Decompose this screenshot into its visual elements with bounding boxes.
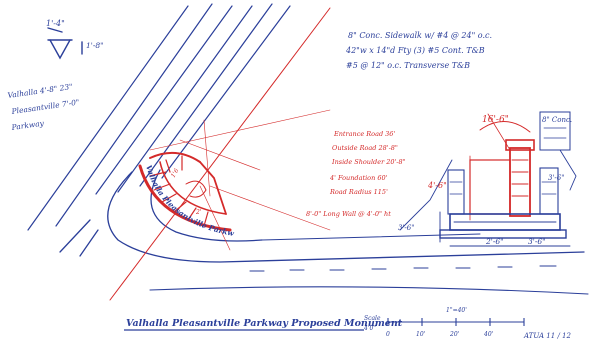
road-edge-low — [59, 219, 91, 253]
wall-inner-curve — [185, 180, 207, 198]
north-arrow — [47, 27, 83, 60]
wall-arc-top — [149, 151, 201, 163]
conc-tag-box — [539, 111, 571, 151]
dim-16: 16'-6" — [482, 115, 509, 125]
wall-rib-2 — [153, 183, 171, 191]
entrance-road — [59, 169, 589, 295]
detail-wall-left — [469, 159, 511, 215]
wall-rib-1 — [149, 171, 167, 177]
date-note: ATUA 11 / 12 — [523, 332, 571, 340]
wall-arc-outer — [138, 164, 232, 232]
parkway-line-3 — [95, 5, 233, 195]
parkway-line-5 — [139, 3, 273, 187]
road-curve-inner — [150, 169, 263, 242]
north-arrow-v — [49, 39, 71, 60]
leader-left — [399, 159, 453, 231]
left-note-line3: Parkway — [10, 118, 45, 132]
parkway-line-4 — [117, 5, 253, 193]
wall-rib-4 — [173, 201, 187, 213]
bottom-title: Valhalla Pleasantville Parkway Proposed … — [126, 318, 403, 329]
red-note-line1: Entrance Road 36' — [333, 130, 395, 138]
dim-3-left: 3'-6" — [398, 224, 414, 232]
scale-label-2: 1"=40' — [446, 307, 467, 314]
road-upper-line — [261, 233, 481, 241]
detail-top-arc — [479, 121, 531, 133]
dim-right: 3'-6" — [548, 174, 564, 182]
red-note-line5: Road Radius 115' — [329, 188, 388, 196]
footing-detail — [399, 111, 577, 247]
scale-label-0: Scale — [364, 315, 381, 322]
footing-column-l — [447, 169, 465, 215]
scale-label-5: 20' — [449, 331, 460, 338]
scale-label-1: 4'0" — [363, 325, 376, 332]
north-arrow-top-label: 1'-4" — [46, 19, 65, 28]
top-note-line1: 8" Conc. Sidewalk w/ #4 @ 24" o.c. — [348, 31, 492, 40]
dim-bottom-b: 3'-6" — [528, 237, 546, 246]
north-arrow-pointer — [47, 27, 63, 33]
parkway-line-1 — [27, 5, 189, 231]
scale-label-4: 10' — [416, 331, 426, 338]
red-thin-4 — [203, 119, 211, 197]
scale-label-3: 0 — [386, 331, 390, 338]
red-note-line4: 4' Foundation 60' — [329, 174, 388, 182]
red-diagonal-main — [109, 7, 331, 301]
wall-rib-7 — [165, 159, 171, 173]
monument-detail — [469, 113, 535, 221]
monument-wall — [138, 151, 232, 232]
conc-tag: 8" Conc. — [542, 116, 572, 124]
red-thin-5 — [179, 139, 261, 171]
wall-rib-3 — [161, 193, 177, 203]
parkway-lines — [27, 3, 291, 231]
red-thin-1 — [149, 109, 331, 151]
wall-rib-5 — [187, 207, 197, 221]
top-note-line2: 42"w x 14"d Fty (3) #5 Cont. T&B — [345, 46, 485, 55]
red-reference-lines — [109, 7, 331, 301]
wall-rib-6 — [203, 211, 209, 227]
leader-right — [559, 149, 577, 191]
north-arrow-right-label: 1'-8" — [86, 41, 104, 50]
dim-4: 4'-6" — [427, 181, 447, 190]
wall-dim-left: 1'6 — [170, 167, 181, 179]
detail-column-cap — [505, 139, 535, 151]
red-note-line3: Inside Shoulder 20'-8" — [331, 158, 406, 166]
red-thin-3 — [199, 185, 231, 251]
parkway-line-6 — [161, 5, 291, 179]
wall-end-right — [199, 161, 227, 215]
dim-bottom-a: 2'-6" — [485, 237, 504, 246]
scale-bar — [387, 318, 525, 326]
road-edge-low-2 — [79, 229, 99, 257]
left-note-line1: Valhalla 4'-8" 23" — [7, 82, 73, 100]
road-centerline — [249, 265, 557, 272]
road-bottom-line — [149, 286, 589, 295]
red-note-line2: Outside Road 28'-8" — [332, 144, 398, 152]
detail-column-main — [509, 147, 531, 217]
wall-dim-right: 2' — [195, 209, 202, 216]
top-note-line3: #5 @ 12" o.c. Transverse T&B — [346, 61, 470, 70]
left-note-line2: Pleasantville 7'-0" — [10, 98, 80, 117]
road-curve-outer — [107, 171, 585, 263]
parkway-line-2 — [55, 3, 213, 227]
footing-column-r — [539, 167, 559, 215]
wall-arc-inner — [159, 161, 227, 215]
red-note-line6: 8'-0" Long Wall @ 4'-0" ht — [306, 210, 391, 218]
scale-label-6: 40' — [483, 331, 494, 338]
red-thin-2 — [209, 185, 331, 231]
detail-arrow — [487, 113, 511, 151]
